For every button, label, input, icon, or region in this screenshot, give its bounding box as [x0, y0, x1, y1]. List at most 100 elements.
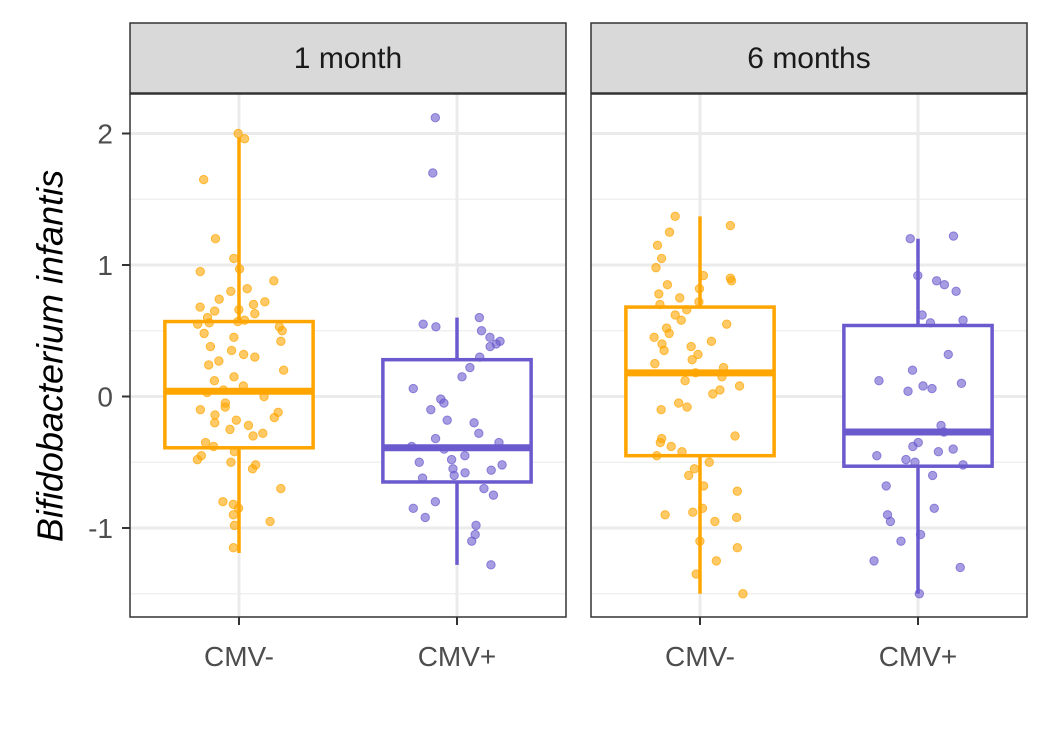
- data-point: [722, 319, 732, 329]
- data-point: [905, 234, 915, 244]
- data-point: [690, 368, 701, 378]
- data-point: [486, 560, 496, 570]
- data-point: [234, 305, 244, 315]
- data-point: [660, 510, 670, 520]
- data-point: [725, 220, 736, 231]
- data-point: [726, 276, 737, 286]
- data-point: [948, 444, 958, 454]
- data-point: [276, 483, 286, 494]
- data-point: [214, 356, 224, 366]
- data-point: [689, 464, 700, 474]
- data-point: [265, 516, 275, 527]
- data-point: [269, 276, 279, 286]
- data-point: [228, 543, 239, 553]
- data-point: [467, 536, 477, 546]
- data-point: [896, 536, 906, 546]
- data-point: [664, 328, 674, 339]
- facet-strip: [590, 22, 1028, 94]
- data-point: [449, 470, 459, 481]
- data-point: [218, 497, 228, 507]
- data-point: [659, 345, 669, 356]
- data-point: [195, 266, 205, 277]
- data-point: [214, 294, 224, 304]
- y-tick-label: 0: [97, 382, 113, 413]
- data-point: [209, 376, 220, 386]
- data-point: [226, 345, 237, 356]
- data-point: [677, 447, 687, 457]
- box-group-CMV-: [163, 128, 315, 553]
- data-point: [730, 431, 740, 441]
- data-point: [903, 386, 913, 396]
- data-point: [711, 556, 722, 566]
- data-point: [691, 569, 701, 579]
- data-point: [226, 286, 236, 296]
- data-point: [418, 319, 428, 329]
- data-point: [465, 362, 475, 373]
- data-point: [650, 358, 660, 369]
- data-point: [192, 454, 203, 465]
- data-point: [233, 316, 243, 327]
- data-point: [958, 460, 968, 470]
- data-point: [649, 332, 659, 343]
- data-point: [476, 326, 487, 336]
- data-point: [238, 349, 249, 360]
- data-point: [195, 404, 206, 415]
- data-point: [731, 512, 742, 523]
- data-point: [738, 589, 748, 599]
- data-point: [277, 326, 287, 336]
- panel-2: 6 months CMV- CMV+: [590, 22, 1028, 672]
- facet-strip: [129, 22, 567, 94]
- panel-1: 1 month CMV- CMV+: [129, 22, 567, 672]
- data-point: [233, 503, 244, 513]
- panel-border: [590, 93, 1028, 618]
- data-point: [485, 332, 495, 343]
- data-point: [718, 362, 729, 373]
- data-point: [234, 264, 245, 274]
- panel-border: [129, 93, 567, 618]
- data-point: [460, 450, 470, 461]
- y-tick-label: -1: [88, 513, 113, 544]
- data-point: [238, 381, 249, 391]
- data-point: [202, 387, 212, 398]
- data-point: [704, 457, 714, 467]
- data-point: [925, 318, 936, 328]
- data-point: [698, 481, 709, 491]
- data-point: [474, 428, 484, 439]
- data-point: [426, 404, 436, 415]
- facet-label: 1 month: [294, 42, 402, 75]
- data-point: [242, 283, 252, 294]
- box-group-CMV-: [624, 211, 776, 599]
- y-axis: -1 0 1 2: [88, 119, 130, 544]
- data-point: [670, 310, 680, 320]
- data-point: [475, 352, 485, 362]
- x-tick-label: CMV-: [665, 641, 735, 672]
- data-point: [192, 319, 203, 329]
- data-point: [910, 457, 920, 467]
- data-point: [680, 376, 690, 386]
- data-point: [225, 424, 235, 435]
- data-point: [929, 503, 939, 513]
- data-point: [248, 431, 258, 441]
- data-point: [907, 365, 918, 375]
- x-tick-label: CMV-: [204, 641, 274, 672]
- data-point: [682, 305, 692, 315]
- data-point: [706, 336, 717, 346]
- data-point: [664, 227, 675, 237]
- data-point: [688, 507, 698, 517]
- data-point: [939, 280, 950, 290]
- data-point: [917, 310, 927, 320]
- data-point: [250, 352, 260, 362]
- data-point: [231, 415, 242, 425]
- data-point: [651, 262, 661, 273]
- data-point: [485, 341, 495, 352]
- data-point: [933, 447, 944, 457]
- data-point: [229, 332, 239, 343]
- data-point: [881, 481, 891, 491]
- data-point: [715, 385, 725, 395]
- data-point: [210, 418, 220, 428]
- data-point: [694, 297, 704, 307]
- data-point: [200, 437, 211, 448]
- data-point: [732, 486, 743, 496]
- data-point: [682, 402, 692, 412]
- data-point: [652, 450, 662, 461]
